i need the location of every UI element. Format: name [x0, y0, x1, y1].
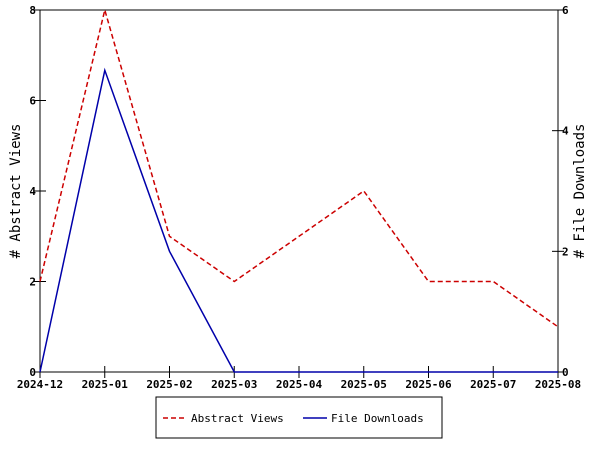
y-tick-label-left: 6	[29, 95, 36, 108]
x-tick-label: 2025-06	[405, 378, 452, 391]
x-tick-label: 2025-05	[341, 378, 387, 391]
x-tick-label: 2025-07	[470, 378, 516, 391]
legend-label-abstract-views: Abstract Views	[191, 412, 284, 425]
x-tick-label: 2025-03	[211, 378, 257, 391]
y-axis-title-left: # Abstract Views	[8, 124, 24, 259]
x-tick-label: 2025-02	[146, 378, 192, 391]
series-line-file-downloads	[39, 67, 558, 373]
legend: Abstract Views File Downloads	[155, 396, 443, 439]
x-tick-label: 2025-01	[82, 378, 129, 391]
x-tick-label: 2025-08	[535, 378, 581, 391]
y-tick-label-right: 6	[562, 4, 569, 17]
x-tick-label: 2024-12	[17, 378, 63, 391]
y-tick-label-left: 0	[29, 366, 36, 379]
legend-label-file-downloads: File Downloads	[331, 412, 424, 425]
y-axis-title-right: # File Downloads	[572, 124, 588, 259]
y-tick-label-right: 0	[562, 366, 569, 379]
y-tick-label-left: 8	[29, 4, 36, 17]
legend-box	[155, 396, 443, 439]
y-tick-label-right: 4	[562, 125, 569, 138]
series-line-abstract-views	[39, 7, 559, 328]
y-tick-label-left: 2	[29, 276, 36, 289]
y-tick-label-left: 4	[29, 185, 36, 198]
plot-area	[39, 9, 559, 373]
y-tick-label-right: 2	[562, 245, 569, 258]
x-tick-label: 2025-04	[276, 378, 323, 391]
